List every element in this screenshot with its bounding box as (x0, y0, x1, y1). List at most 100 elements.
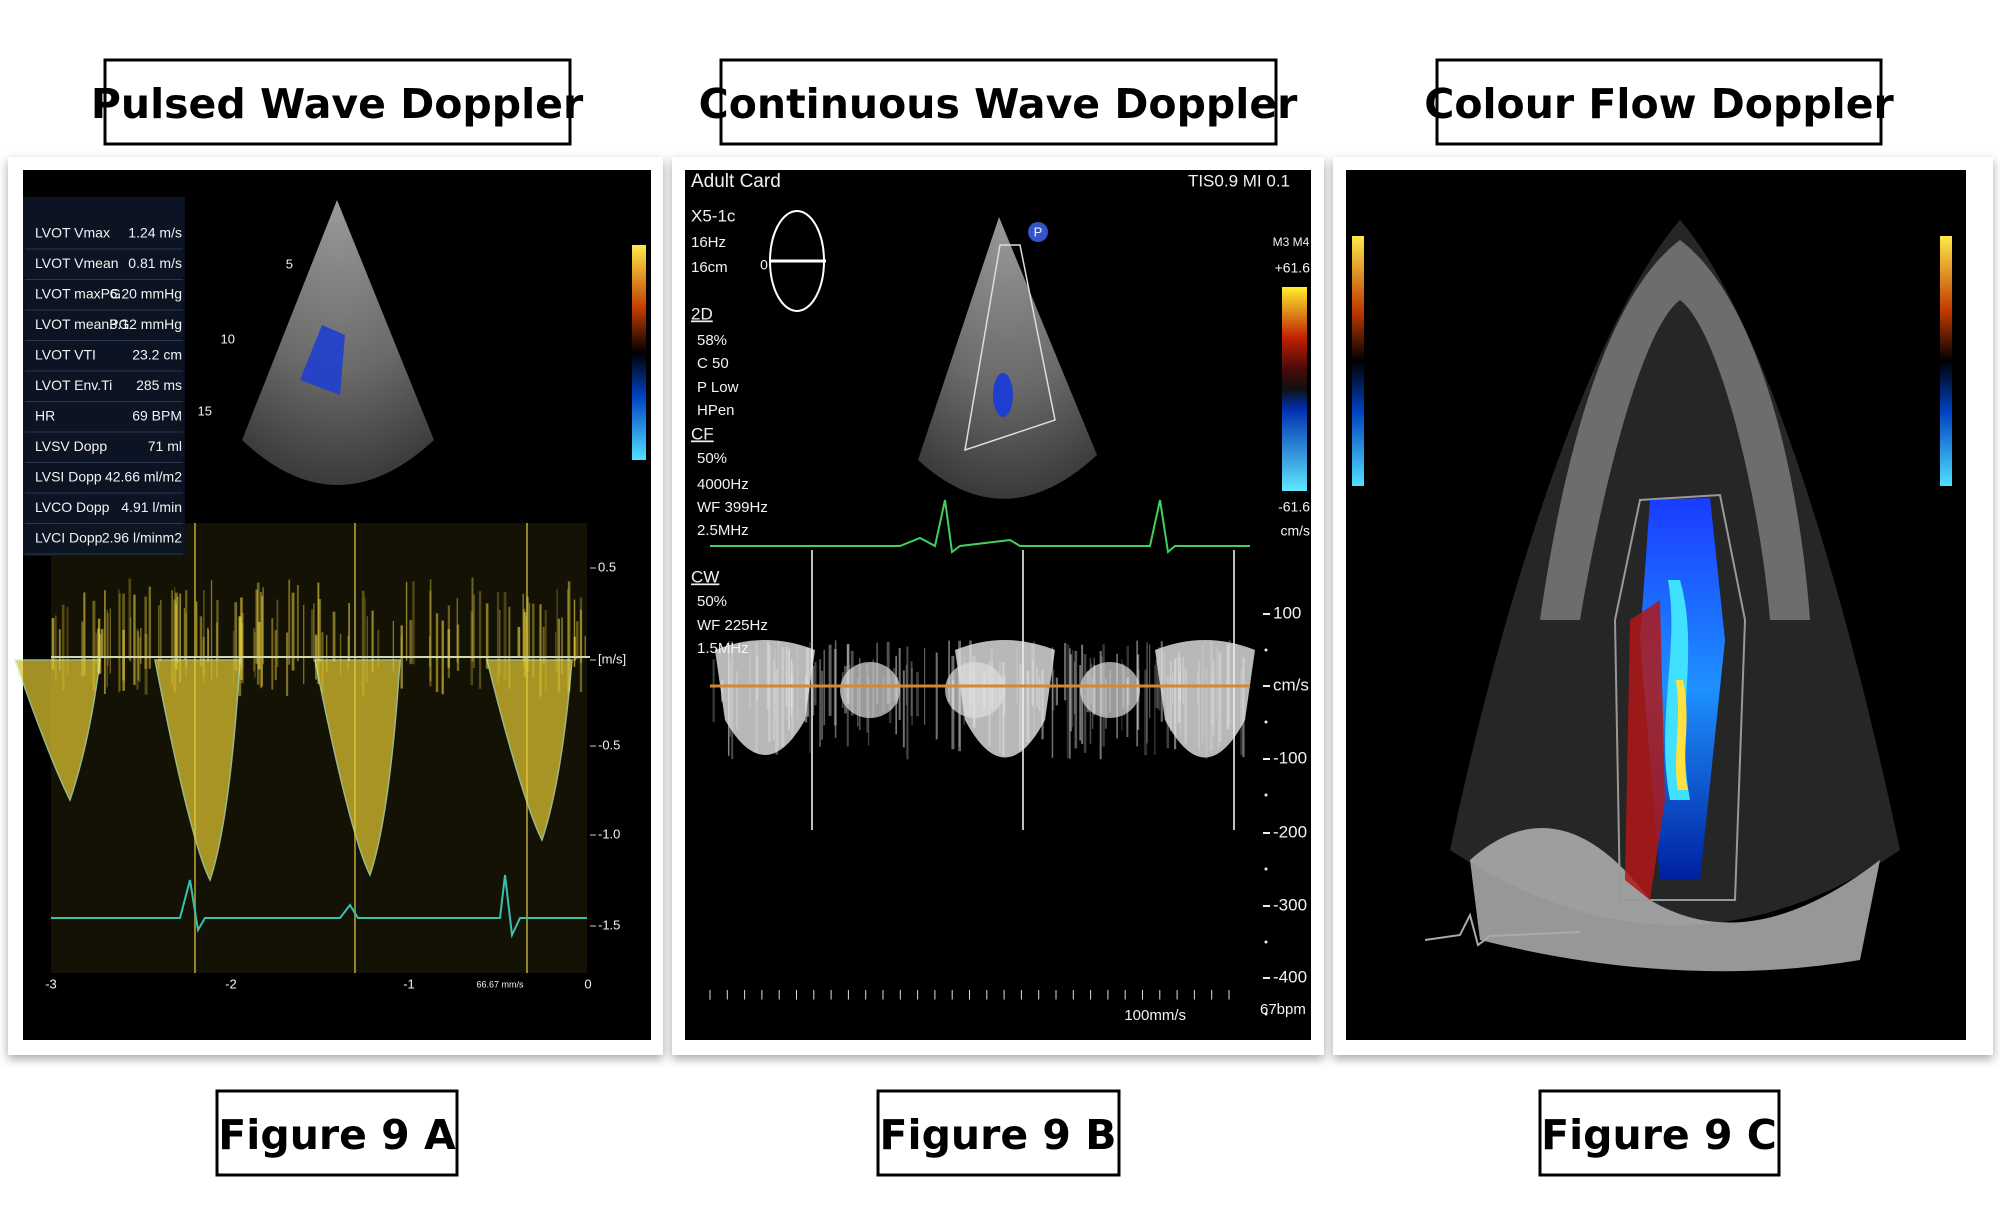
spectral-envelope (1155, 640, 1255, 758)
sweep-speed: 66.67 mm/s (476, 979, 524, 989)
tick-dot (1264, 793, 1268, 797)
color-box (300, 325, 345, 395)
panel-continuous-wave: Adult Card TIS0.9 MI 0.1 X5-1c 16Hz 16cm 2D 58… (685, 170, 1311, 1040)
setting-label: CW (691, 567, 719, 586)
measurement-value: 285 ms (136, 377, 182, 393)
setting-label: 16cm (691, 259, 728, 276)
ecg-trace (51, 874, 587, 939)
measurement-label: LVOT maxPG (35, 286, 121, 302)
velocity-label: [m/s] (598, 651, 626, 666)
spectral-blob (1080, 662, 1140, 718)
setting-label: WF 399Hz (697, 499, 768, 516)
spectral-blob (840, 662, 900, 718)
flow-peak (1676, 680, 1688, 790)
measurement-label: LVOT Env.Ti (35, 377, 112, 393)
velocity-label: -200 (1273, 822, 1307, 841)
depth-label: 5 (286, 256, 293, 271)
setting-label: 50% (697, 450, 727, 467)
setting-label: CF (691, 424, 714, 443)
panel-title: Colour Flow Doppler (1424, 80, 1894, 128)
title-box (103, 58, 572, 146)
color-box (1613, 493, 1747, 901)
figure-caption: Figure 9 B (880, 1111, 1117, 1159)
time-label: -2 (225, 976, 237, 991)
heart-rate: 67bpm (1260, 1001, 1306, 1018)
setting-label: HPen (697, 402, 735, 419)
title-box (719, 58, 1278, 146)
spectral-envelope (13, 659, 101, 802)
tick-dot (1264, 940, 1268, 944)
measurement-value: 71 ml (148, 438, 182, 454)
measurement-value: 6.20 mmHg (110, 286, 182, 302)
color-scale-label: cm/s (1280, 523, 1310, 539)
depth-label: 10 (221, 331, 235, 346)
figure-caption: Figure 9 A (218, 1111, 456, 1159)
velocity-label: -400 (1273, 967, 1307, 986)
setting-label: 1.5MHz (697, 640, 749, 657)
velocity-label: -300 (1273, 895, 1307, 914)
panel-colour-flow (1346, 170, 1966, 1040)
panel-title: Pulsed Wave Doppler (91, 80, 584, 128)
measurement-value: 1.24 m/s (128, 225, 182, 241)
measurement-label: LVOT Vmax (35, 225, 110, 241)
measurement-value: 69 BPM (132, 408, 182, 424)
color-scale-label: +61.6 (1275, 260, 1311, 276)
measurement-label: LVSV Dopp (35, 438, 107, 454)
setting-label: 58% (697, 332, 727, 349)
velocity-label: -100 (1273, 748, 1307, 767)
velocity-label: 100 (1273, 603, 1301, 622)
tick-dot (1264, 648, 1268, 652)
valve-echo (1470, 828, 1880, 972)
setting-label: C 50 (697, 355, 729, 372)
measurement-label: LVOT meanPG (35, 316, 129, 332)
depth-label: 15 (198, 403, 212, 418)
panel-title: Continuous Wave Doppler (699, 80, 1299, 128)
caption-box (215, 1089, 459, 1177)
color-box (964, 244, 1056, 452)
setting-label: P Low (697, 379, 739, 396)
figure-caption: Figure 9 C (1541, 1111, 1777, 1159)
angle-label: 0 (760, 257, 768, 273)
color-scale-label: -61.6 (1278, 499, 1310, 515)
ecg-trace (710, 499, 1250, 554)
velocity-label: cm/s (1273, 675, 1309, 694)
tick-dot (1264, 867, 1268, 871)
caption-box (1538, 1089, 1781, 1177)
color-bar (632, 245, 646, 460)
myocardium (1540, 240, 1810, 620)
color-map: M3 M4 (1273, 235, 1310, 249)
measurement-value: 2.96 l/minm2 (102, 530, 182, 546)
sector-image (918, 217, 1097, 499)
setting-label: 4000Hz (697, 476, 749, 493)
safety-indices: TIS0.9 MI 0.1 (1188, 171, 1290, 190)
velocity-label: -1.0 (598, 826, 620, 841)
velocity-label: -0.5 (598, 737, 620, 752)
velocity-label: 0.5 (598, 559, 616, 574)
velocity-label: -1.5 (598, 917, 620, 932)
time-label: 0 (584, 976, 591, 991)
setting-label: 2.5MHz (697, 522, 749, 539)
measurement-value: 4.91 l/min (121, 499, 182, 515)
tick-dot (1264, 720, 1268, 724)
spectral-envelope (486, 659, 573, 842)
setting-label: 2D (691, 304, 713, 323)
measurement-value: 23.2 cm (132, 347, 182, 363)
measurement-label: HR (35, 408, 55, 424)
spectral-envelope (314, 659, 401, 877)
setting-label: WF 225Hz (697, 617, 768, 634)
panel-pulsed-wave: 5 10 15 0.5 [m/s] -0.5 -1.0 -1.5 -3 -2 -1 0 66.67 mm… (13, 170, 651, 1040)
caption-box (876, 1089, 1121, 1177)
measurement-label: LVCO Dopp (35, 499, 110, 515)
measurement-table (23, 197, 185, 556)
setting-label: 16Hz (691, 234, 726, 251)
color-bar (1940, 236, 1952, 486)
measurement-label: LVOT Vmean (35, 255, 119, 271)
time-label: -3 (45, 976, 57, 991)
spectral-envelope (154, 659, 241, 882)
tick-dot (1264, 1012, 1268, 1016)
color-bar (1282, 287, 1307, 491)
measurement-value: 3.12 mmHg (110, 316, 182, 332)
color-bar (1352, 236, 1364, 486)
flow-red (1625, 600, 1665, 900)
title-box (1435, 58, 1883, 146)
